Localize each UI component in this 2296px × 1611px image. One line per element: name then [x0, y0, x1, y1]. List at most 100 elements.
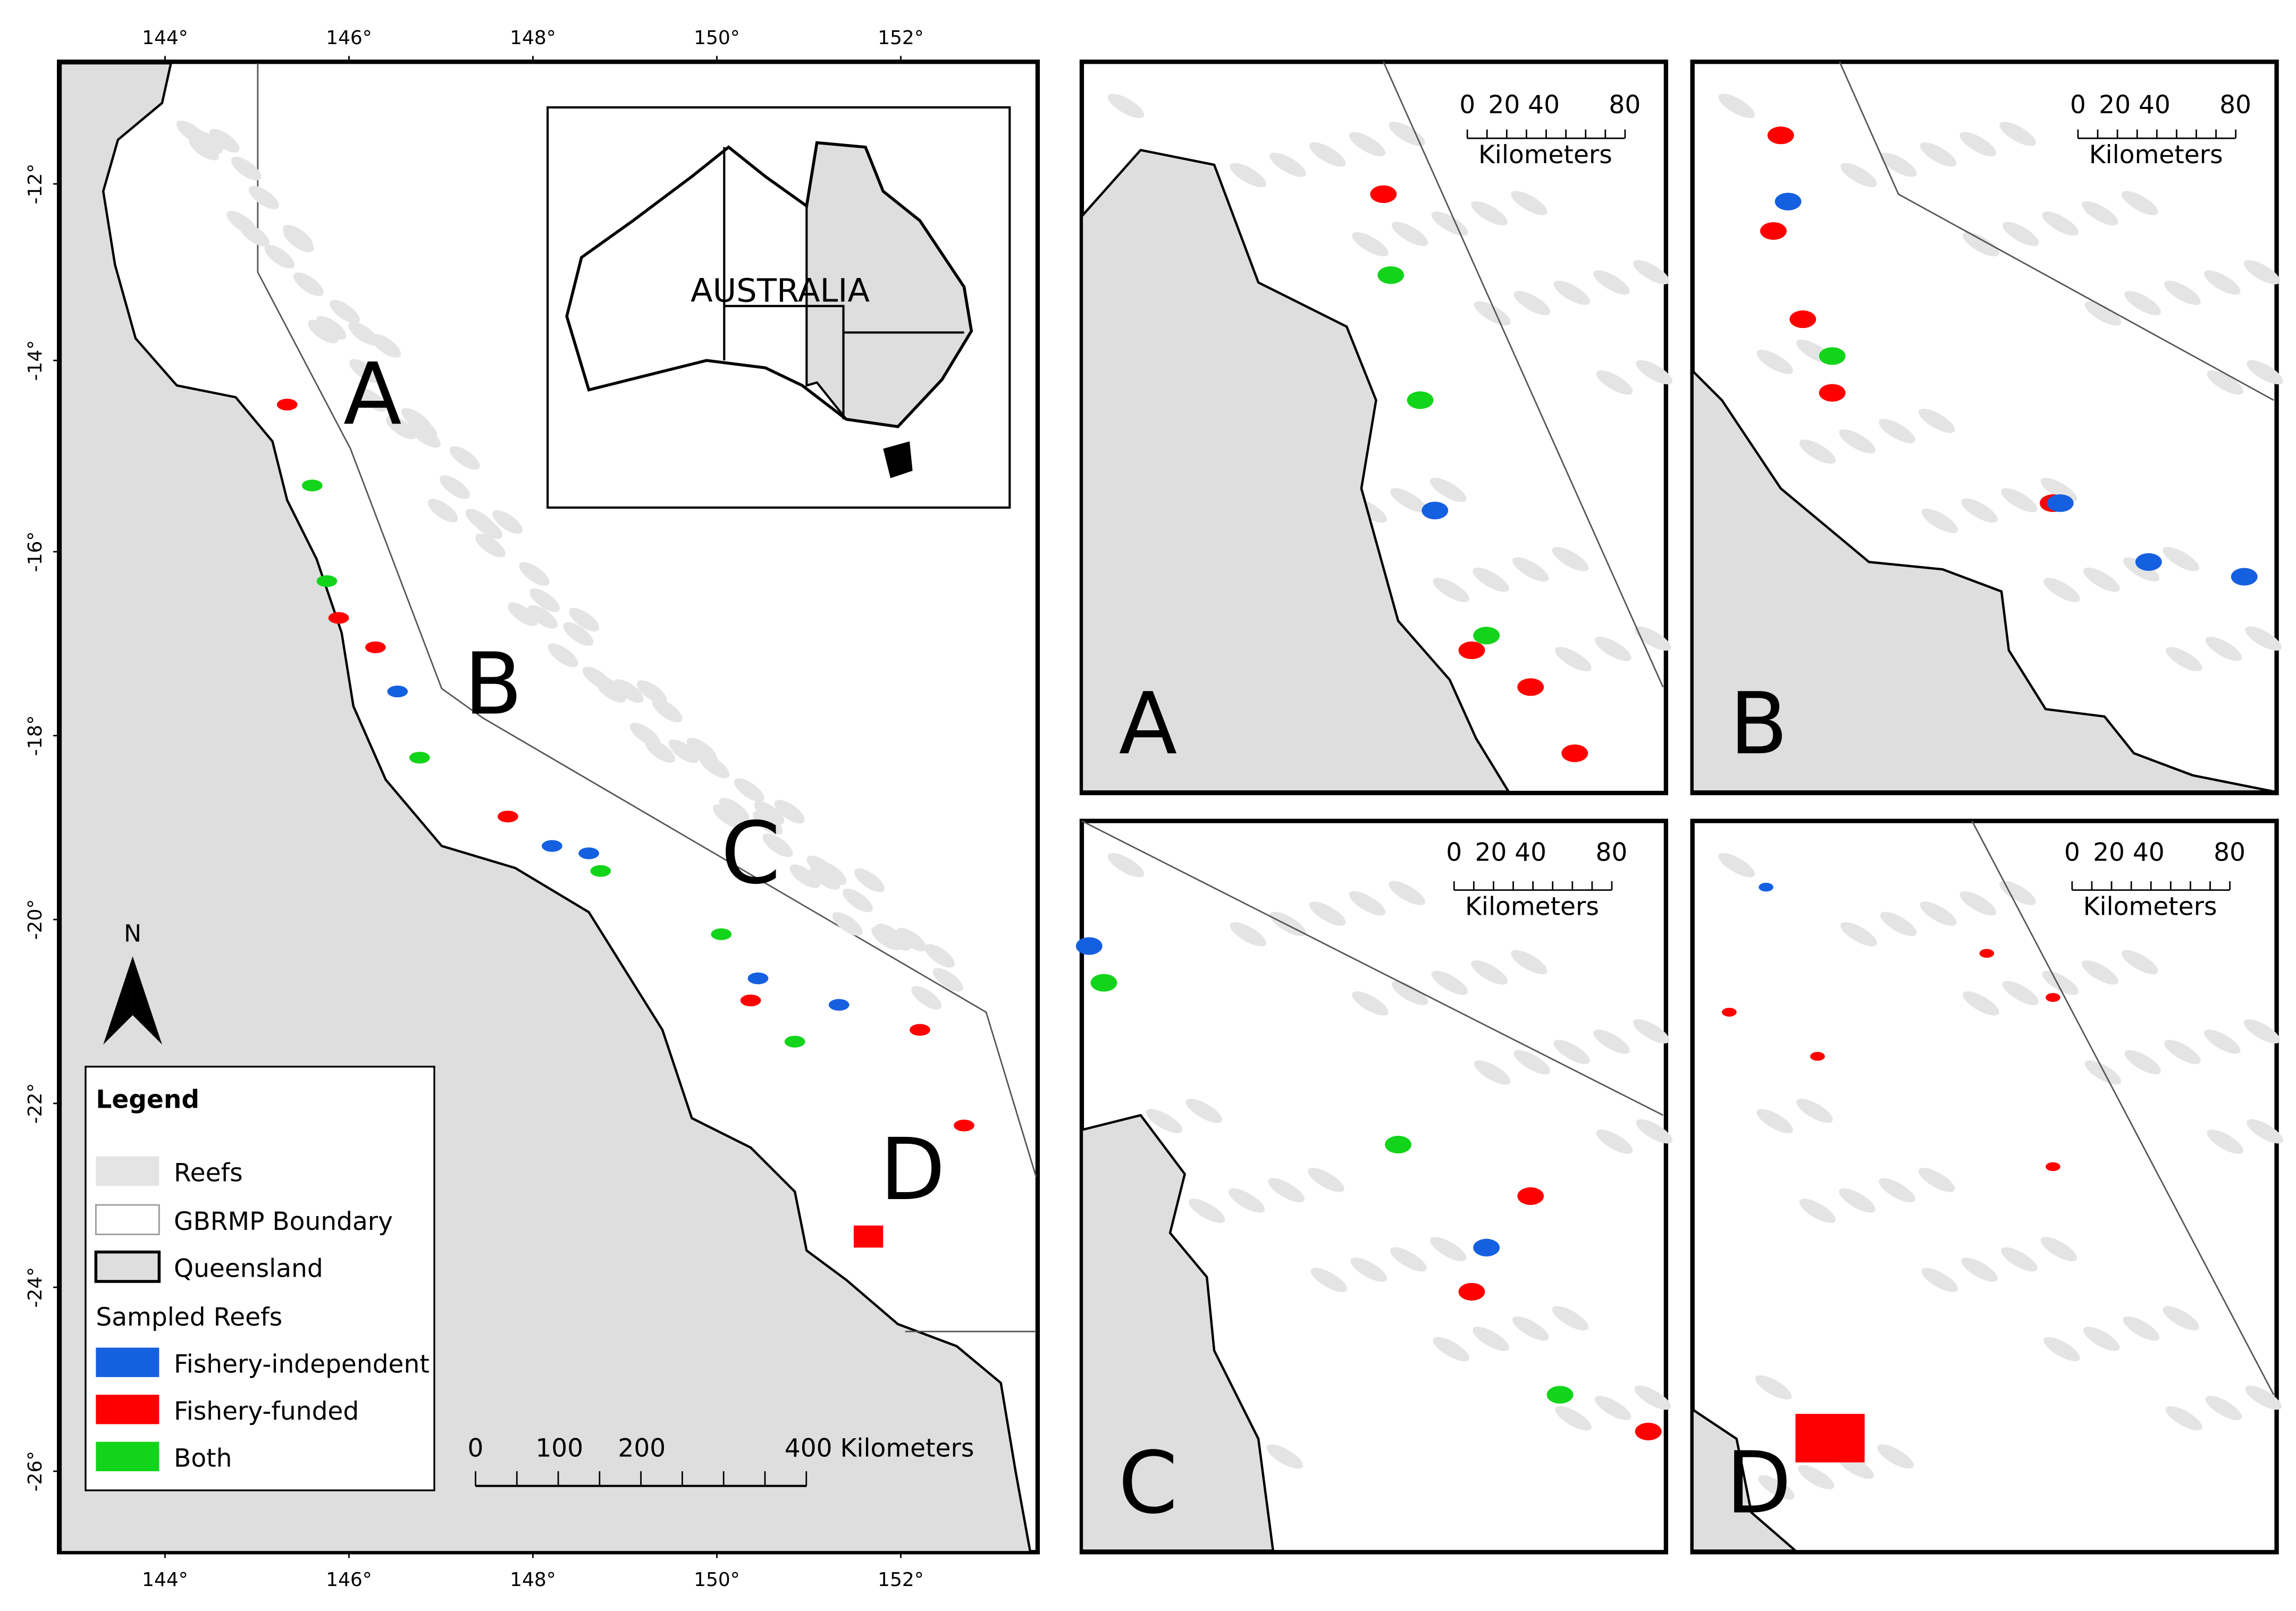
reef	[932, 968, 963, 992]
lon-label: 148°	[510, 27, 556, 49]
legend-item: Fishery-funded	[174, 1397, 359, 1426]
sampled-reef	[365, 641, 386, 654]
reef	[1433, 578, 1469, 602]
reef	[1921, 1268, 1958, 1292]
reef	[1429, 477, 1467, 502]
sampled-reef	[316, 575, 338, 587]
reef	[1309, 901, 1346, 926]
scale-unit: Kilometers	[2089, 140, 2223, 170]
scale-label: 100	[535, 1433, 583, 1463]
sampled-reef	[1819, 384, 1846, 402]
reef	[1389, 122, 1425, 146]
reef	[1593, 1029, 1630, 1054]
region-label: C	[721, 804, 780, 903]
reef	[1512, 1316, 1549, 1341]
reef	[2123, 557, 2160, 582]
lat-label: -22°	[24, 1083, 46, 1124]
reef	[410, 424, 441, 448]
north-arrow	[103, 956, 133, 1045]
inset-label: AUSTRALIA	[691, 272, 870, 309]
reef	[1471, 201, 1508, 226]
sampled-reef	[1458, 641, 1485, 660]
reef	[427, 499, 458, 522]
reef	[1268, 1178, 1305, 1203]
sampled-reef	[1517, 678, 1544, 696]
reef	[2121, 191, 2158, 215]
reef	[475, 534, 506, 558]
reef	[719, 798, 750, 822]
sampled-reef	[1561, 744, 1588, 762]
reef	[1349, 891, 1386, 916]
reef	[668, 739, 699, 763]
lon-label: 150°	[694, 1569, 740, 1591]
sampled-reef	[2231, 568, 2258, 586]
sampled-reef	[954, 1119, 974, 1132]
sampled-reef	[1075, 937, 1103, 955]
sampled-reef	[828, 999, 850, 1011]
reef	[896, 927, 927, 951]
sampled-reef	[1789, 310, 1816, 328]
reef	[563, 622, 594, 646]
reef	[2042, 971, 2079, 995]
sampled-reef	[276, 399, 298, 411]
sampled-reef	[910, 1024, 930, 1036]
scale-unit: Kilometers	[2083, 892, 2217, 922]
reef	[2207, 1129, 2243, 1154]
reef	[1920, 901, 1957, 926]
sampled-reef	[590, 865, 611, 877]
reef	[1349, 132, 1386, 157]
reef	[1269, 153, 1306, 177]
land	[1080, 1114, 1274, 1552]
reef	[1553, 281, 1590, 305]
reef	[1511, 191, 1548, 215]
reef	[2002, 981, 2039, 1006]
gbrmp-boundary	[1081, 820, 1663, 1116]
reef	[1879, 419, 1915, 443]
reef	[1594, 636, 1631, 661]
reef	[2205, 636, 2242, 661]
scale-label: 400 Kilometers	[785, 1433, 974, 1463]
gbrmp-boundary	[1839, 61, 2274, 401]
sampled-reef	[1819, 347, 1846, 365]
reef	[2083, 1327, 2120, 1351]
reef	[2043, 1337, 2080, 1362]
legend-group: Sampled Reefs	[96, 1303, 282, 1332]
reef	[1959, 132, 1996, 157]
reef	[1310, 1268, 1348, 1292]
reef	[519, 562, 550, 586]
sampled-reef	[1473, 1238, 1500, 1256]
panel: 0 20 40 80 Kilometers C	[1075, 819, 1672, 1555]
reef	[189, 137, 219, 161]
gbrmp-boundary	[1383, 61, 1664, 688]
sampled-reef	[1517, 1187, 1544, 1205]
reef	[1636, 360, 1672, 385]
lon-label: 144°	[142, 1569, 188, 1591]
scale-label: 0	[468, 1433, 484, 1463]
scale-label: 0	[2064, 838, 2080, 867]
reef	[440, 475, 470, 499]
region-label: B	[464, 634, 523, 733]
reef	[1513, 291, 1551, 315]
reef	[239, 223, 270, 247]
sampled-reef	[578, 847, 600, 859]
legend-title: Legend	[96, 1085, 199, 1114]
reef	[2243, 1019, 2281, 1044]
reef	[2123, 1316, 2160, 1341]
sampled-reef	[542, 840, 562, 852]
reef	[1474, 1060, 1511, 1085]
reef	[1918, 408, 1955, 433]
reef	[371, 334, 401, 358]
reef	[1552, 547, 1589, 571]
state-borders	[723, 147, 964, 419]
sampled-reef	[1760, 222, 1787, 240]
reef	[472, 515, 503, 539]
reef	[1636, 1119, 1672, 1144]
panel-label: C	[1118, 1433, 1178, 1533]
legend-swatch	[96, 1347, 159, 1377]
reef	[2204, 270, 2241, 295]
reef	[754, 801, 785, 825]
reef	[2164, 1040, 2201, 1064]
reef	[492, 510, 523, 534]
reef	[2084, 1060, 2122, 1085]
sampled-reef	[1385, 1135, 1411, 1154]
